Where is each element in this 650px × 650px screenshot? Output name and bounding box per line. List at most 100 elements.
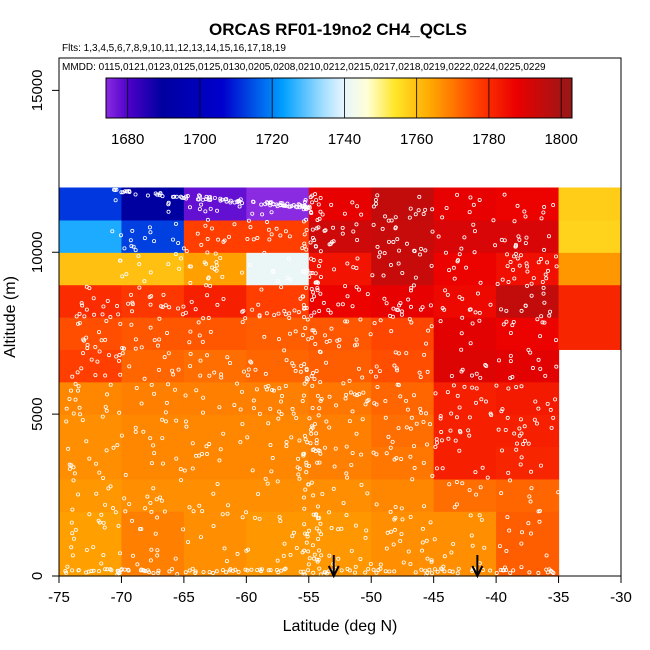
observation-point [321,300,326,305]
observation-point [517,426,522,431]
observation-point [277,409,282,414]
colorbar-segment [470,78,474,118]
colorbar-segment [180,78,183,118]
observation-point [188,280,193,285]
observation-point [512,276,517,281]
colorbar-segment [438,78,441,118]
observation-point [314,526,319,531]
observation-point [117,353,122,358]
observation-point [304,366,309,371]
observation-point [315,460,320,465]
observation-point [198,194,203,199]
observation-point [343,284,348,289]
colorbar-segment [387,78,391,118]
colorbar-segment [485,78,488,118]
heatmap-cell [371,446,435,480]
colorbar-segment [326,78,329,118]
observation-point [224,570,229,575]
observation-point [170,194,175,199]
observation-point [217,405,222,410]
heatmap-cell [371,349,435,383]
colorbar-segment [436,78,439,118]
observation-point [512,254,517,259]
observation-point [197,207,202,212]
observation-point [228,198,233,203]
observation-point [453,438,458,443]
observation-point [341,381,346,386]
colorbar-segment [329,78,333,118]
observation-point [384,546,389,551]
observation-point [536,509,541,514]
observation-point [92,312,97,317]
observation-point [130,518,135,523]
observation-point [460,481,465,486]
colorbar-tick-label: 1680 [111,131,144,148]
observation-point [316,413,321,418]
observation-point [236,569,241,574]
observation-point [489,413,494,418]
observation-point [123,473,128,478]
colorbar-segment [544,78,548,118]
observation-point [139,345,144,350]
observation-point [414,421,419,426]
colorbar-segment [284,78,288,118]
observation-point [433,444,438,449]
observation-point [187,505,192,510]
observation-point [76,388,81,393]
observation-point [515,256,520,261]
observation-point [279,394,284,399]
observation-point [91,545,96,550]
observation-point [462,384,467,389]
observation-point [359,452,364,457]
observation-point [204,194,209,199]
observation-point [408,454,413,459]
observation-point [447,482,452,487]
observation-point [340,231,345,236]
colorbar-segment [147,78,150,118]
observation-point [516,234,521,239]
observation-point [420,548,425,553]
observation-point [295,465,300,470]
observation-point [451,542,456,547]
heatmap-cell [433,219,497,253]
colorbar-segment [263,78,266,118]
observation-point [245,237,250,242]
observation-point [197,333,202,338]
observation-point [167,305,172,310]
observation-point [170,368,175,373]
colorbar-segment [478,78,481,118]
observation-point [460,367,465,372]
observation-point [310,236,315,241]
observation-point [160,304,165,309]
observation-point [332,267,337,272]
observation-point [432,537,437,542]
observation-point [297,476,302,481]
colorbar-segment [189,78,192,118]
observation-point [127,501,132,506]
heatmap-cell [496,317,560,350]
colorbar-segment [149,78,152,118]
colorbar-segment [537,78,540,118]
observation-point [234,381,239,386]
observation-point [342,211,347,216]
colorbar-segment [257,78,261,118]
observation-point [518,253,523,258]
observation-point [544,276,549,281]
observation-point [283,566,288,571]
colorbar-segment [228,78,232,118]
observation-point [122,246,127,251]
observation-point [251,237,256,242]
heatmap-cell [558,187,621,221]
observation-point [323,333,328,338]
observation-point [429,263,434,268]
heatmap-cell [121,349,185,383]
observation-point [147,570,152,575]
observation-point [141,567,146,572]
heatmap-cell [496,511,560,577]
observation-point [318,249,323,254]
observation-point [337,344,342,349]
heatmap-cell [183,252,247,286]
observation-point [419,410,424,415]
colorbar-segment [306,78,309,118]
observation-point [173,387,178,392]
